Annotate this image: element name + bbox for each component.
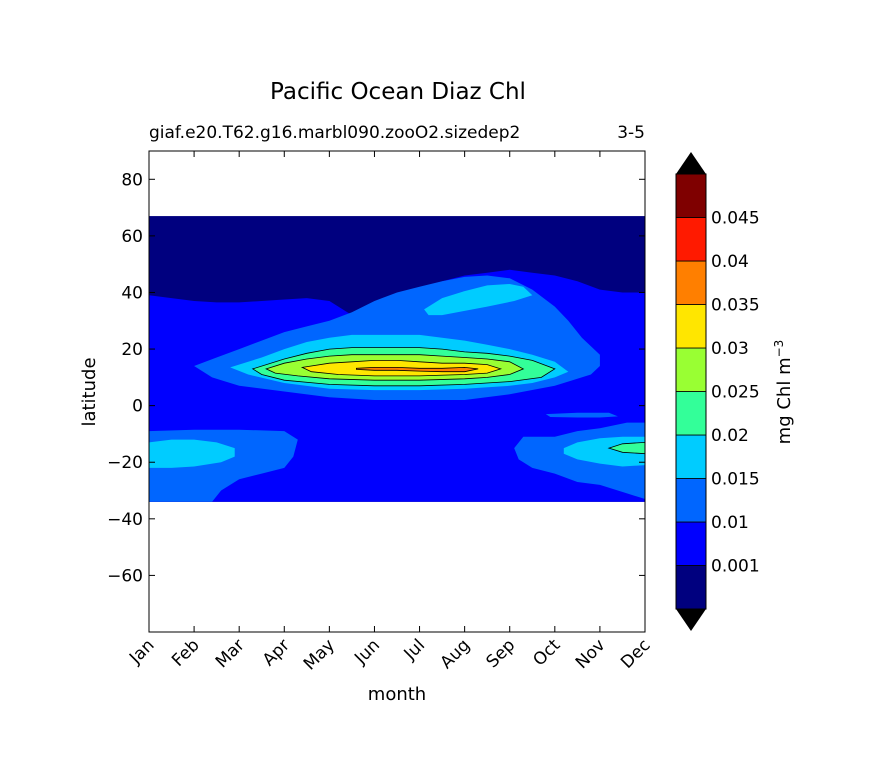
contour-region <box>356 367 479 372</box>
contour-region <box>545 412 618 418</box>
x-tick-label: Aug <box>437 635 475 673</box>
x-tick-label: Mar <box>212 635 249 672</box>
chart-title: Pacific Ocean Diaz Chl <box>270 79 526 105</box>
y-axis-label: latitude <box>79 357 100 426</box>
colorbar-swatch <box>675 565 707 610</box>
colorbar-tick-label: 0.001 <box>711 557 760 577</box>
y-tick-label: 0 <box>132 397 143 417</box>
colorbar-swatch <box>675 347 707 392</box>
plot-frame <box>148 150 646 633</box>
x-tick-label: May <box>300 635 339 674</box>
contour-region <box>149 439 235 468</box>
contour-fill <box>149 216 645 502</box>
y-tick-label: 40 <box>121 283 143 303</box>
x-axis-label: month <box>368 684 426 705</box>
colorbar-swatch <box>675 260 707 305</box>
y-tick-label: 20 <box>121 340 143 360</box>
contour-line <box>265 354 525 381</box>
x-tick-label: Jul <box>400 635 429 664</box>
y-tick-label: 60 <box>121 227 143 247</box>
x-tick-label: Jan <box>125 635 158 668</box>
colorbar-swatch <box>675 434 707 479</box>
contour-line <box>300 359 503 377</box>
colorbar-tick-label: 0.045 <box>711 209 760 229</box>
colorbar-tick-label: 0.035 <box>711 296 760 316</box>
contour-lines <box>251 347 646 455</box>
y-tick-label: 80 <box>121 170 143 190</box>
contour-region <box>424 284 533 316</box>
colorbar-label-exponent: −3 <box>772 340 786 358</box>
colorbar-tick-label: 0.04 <box>711 252 749 272</box>
y-axis: 80 60 40 20 0 −20 −40 −60 <box>107 170 645 586</box>
colorbar-tick-label: 0.03 <box>711 339 749 359</box>
x-tick-label: Nov <box>572 635 610 673</box>
x-tick-label: Feb <box>168 635 203 670</box>
x-tick-label: Apr <box>259 635 294 670</box>
colorbar-frame <box>675 173 707 610</box>
x-tick-label: Oct <box>529 635 564 670</box>
y-tick-label: −20 <box>107 453 143 473</box>
colorbar-tick-label: 0.02 <box>711 426 749 446</box>
colorbar-extend-max <box>676 152 706 174</box>
y-tick-label: −40 <box>107 510 143 530</box>
x-tick-label: Sep <box>482 635 519 672</box>
colorbar-swatch <box>675 521 707 566</box>
colorbar-swatch <box>675 217 707 262</box>
y-tick-label: −60 <box>107 566 143 586</box>
colorbar-label: mg Chl m−3 <box>772 340 795 445</box>
chart-subtitle-left: giaf.e20.T62.g16.marbl090.zooO2.sizedep2 <box>149 123 520 143</box>
x-tick-label: Dec <box>617 635 654 672</box>
colorbar-swatch <box>675 304 707 349</box>
colorbar-swatch <box>675 173 707 218</box>
contour-line <box>251 347 556 387</box>
colorbar-tick-label: 0.015 <box>711 470 760 490</box>
chart-subtitle-right: 3-5 <box>617 123 645 143</box>
colorbar-label-unit: mg Chl m <box>774 357 795 444</box>
x-tick-label: Jun <box>350 635 384 669</box>
contour-line <box>355 366 479 373</box>
colorbar: 0.001 0.01 0.015 0.02 0.025 0.03 0.035 0.04 0.04… <box>675 152 760 631</box>
colorbar-swatch <box>675 478 707 523</box>
colorbar-tick-label: 0.025 <box>711 383 760 403</box>
colorbar-extend-min <box>676 609 706 631</box>
colorbar-swatch <box>675 391 707 436</box>
colorbar-tick-label: 0.01 <box>711 513 749 533</box>
